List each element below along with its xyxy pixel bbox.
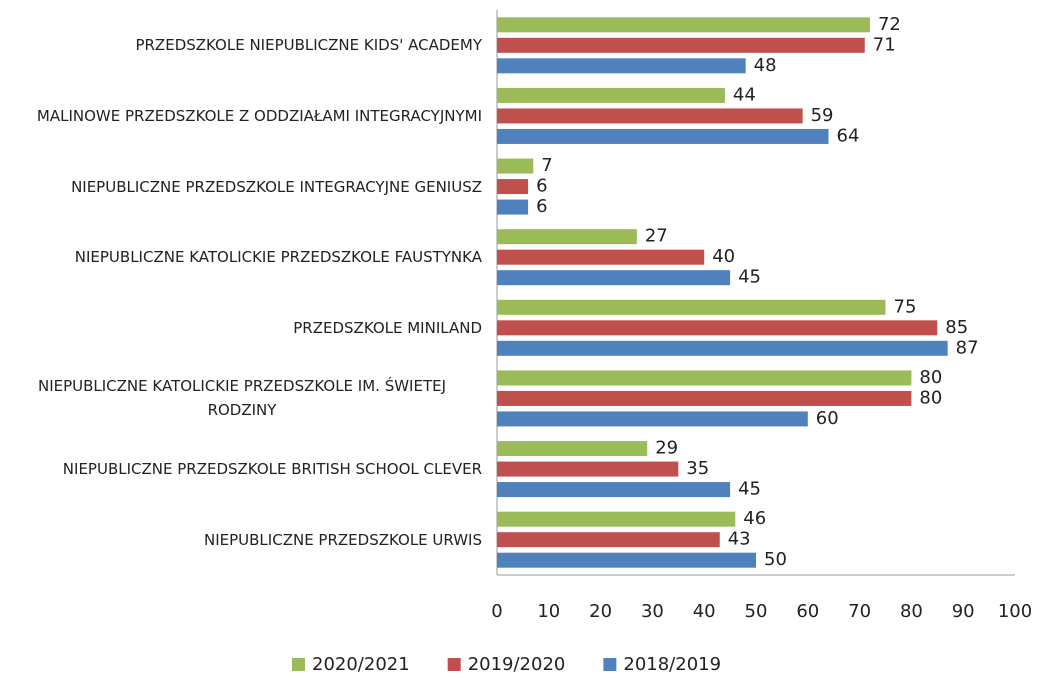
bar xyxy=(497,511,736,527)
x-tick-label: 0 xyxy=(491,601,502,622)
category-label: NIEPUBLICZNE PRZEDSZKOLE INTEGRACYJNE GE… xyxy=(71,177,482,196)
bar xyxy=(497,552,756,568)
data-label: 27 xyxy=(645,226,668,247)
bar xyxy=(497,87,725,103)
category-label: MALINOWE PRZEDSZKOLE Z ODDZIAŁAMI INTEGR… xyxy=(36,106,482,125)
data-label: 7 xyxy=(541,155,552,176)
data-label: 59 xyxy=(811,105,834,126)
data-label: 85 xyxy=(945,317,968,338)
y-tick-label: NIEPUBLICZNE PRZEDSZKOLE URWIS xyxy=(0,510,482,570)
bar xyxy=(497,441,648,457)
data-label: 48 xyxy=(754,55,777,76)
bar xyxy=(497,249,705,265)
data-label: 75 xyxy=(894,296,917,317)
data-label: 71 xyxy=(873,34,896,55)
bar xyxy=(497,17,870,33)
bar xyxy=(497,270,731,286)
data-label: 60 xyxy=(816,408,839,429)
bar xyxy=(497,461,679,477)
data-label: 45 xyxy=(738,267,761,288)
y-tick-label: NIEPUBLICZNE KATOLICKIE PRZEDSZKOLE FAUS… xyxy=(0,227,482,287)
data-label: 6 xyxy=(536,176,547,197)
bar xyxy=(497,199,529,215)
bar xyxy=(497,299,886,315)
data-label: 35 xyxy=(686,458,709,479)
bar xyxy=(497,532,720,548)
bar xyxy=(497,158,534,174)
y-tick-label: PRZEDSZKOLE NIEPUBLICZNE KIDS' ACADEMY xyxy=(0,15,482,75)
category-label: NIEPUBLICZNE KATOLICKIE PRZEDSZKOLE IM. … xyxy=(37,377,447,420)
data-label: 80 xyxy=(919,387,942,408)
bar xyxy=(497,411,808,427)
data-label: 44 xyxy=(733,84,756,105)
data-label: 80 xyxy=(919,367,942,388)
bar xyxy=(497,37,865,53)
bar xyxy=(497,370,912,386)
category-label: NIEPUBLICZNE PRZEDSZKOLE URWIS xyxy=(204,530,482,549)
bar xyxy=(497,128,829,144)
x-tick-label: 80 xyxy=(900,601,923,622)
legend-label: 2020/2021 xyxy=(312,654,410,675)
y-tick-label: NIEPUBLICZNE PRZEDSZKOLE INTEGRACYJNE GE… xyxy=(0,157,482,217)
bar xyxy=(497,58,746,74)
x-tick-label: 60 xyxy=(796,601,819,622)
x-tick-label: 50 xyxy=(745,601,768,622)
data-label: 6 xyxy=(536,196,547,217)
y-tick-label: MALINOWE PRZEDSZKOLE Z ODDZIAŁAMI INTEGR… xyxy=(0,86,482,146)
data-label: 64 xyxy=(837,125,860,146)
category-label: PRZEDSZKOLE MINILAND xyxy=(293,318,482,337)
bar xyxy=(497,340,948,356)
category-label: PRZEDSZKOLE NIEPUBLICZNE KIDS' ACADEMY xyxy=(135,36,482,55)
data-label: 45 xyxy=(738,479,761,500)
bar xyxy=(497,482,731,498)
legend-swatch xyxy=(603,658,617,671)
y-tick-label: NIEPUBLICZNE KATOLICKIE PRZEDSZKOLE IM. … xyxy=(0,368,482,428)
data-label: 50 xyxy=(764,549,787,570)
data-label: 72 xyxy=(878,14,901,35)
bar xyxy=(497,229,637,245)
legend-swatch xyxy=(447,658,461,671)
x-tick-label: 70 xyxy=(848,601,871,622)
y-tick-label: NIEPUBLICZNE PRZEDSZKOLE BRITISH SCHOOL … xyxy=(0,439,482,499)
legend-label: 2018/2019 xyxy=(623,654,721,675)
data-label: 87 xyxy=(956,337,979,358)
x-tick-label: 10 xyxy=(537,601,560,622)
x-tick-label: 30 xyxy=(641,601,664,622)
y-tick-label: PRZEDSZKOLE MINILAND xyxy=(0,298,482,358)
category-label: NIEPUBLICZNE KATOLICKIE PRZEDSZKOLE FAUS… xyxy=(74,248,482,267)
bar xyxy=(497,320,938,336)
data-label: 46 xyxy=(743,508,766,529)
bar xyxy=(497,108,803,124)
x-tick-label: 90 xyxy=(952,601,975,622)
bar xyxy=(497,179,529,195)
legend-label: 2019/2020 xyxy=(468,654,566,675)
bar xyxy=(497,390,912,406)
x-tick-label: 20 xyxy=(589,601,612,622)
x-tick-label: 100 xyxy=(998,601,1032,622)
data-label: 40 xyxy=(712,246,735,267)
category-label: NIEPUBLICZNE PRZEDSZKOLE BRITISH SCHOOL … xyxy=(62,460,482,479)
x-tick-label: 40 xyxy=(693,601,716,622)
legend-swatch xyxy=(292,658,305,671)
data-label: 43 xyxy=(728,529,751,550)
data-label: 29 xyxy=(655,438,678,459)
